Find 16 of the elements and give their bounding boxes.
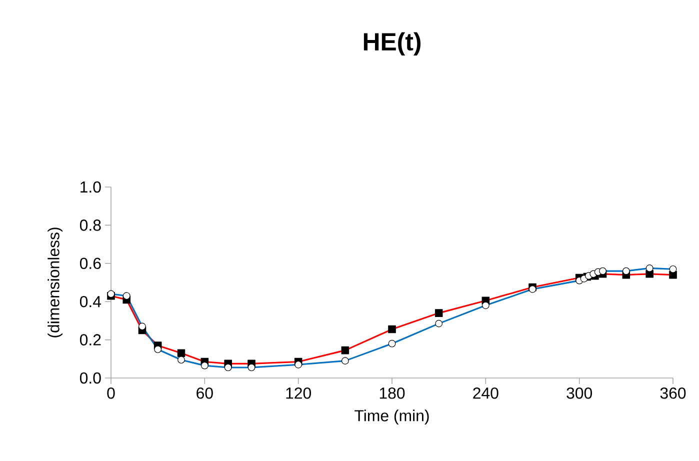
chart-title: HE(t) bbox=[364, 32, 420, 56]
y-tick-label: 0.8 bbox=[80, 220, 101, 231]
x-tick-label: 360 bbox=[660, 388, 686, 399]
y-tick-label: 1.0 bbox=[80, 181, 101, 193]
x-axis-title: Time (min) bbox=[354, 410, 429, 424]
x-tick-label: 120 bbox=[286, 388, 311, 399]
y-axis-title: (dimensionless) bbox=[48, 228, 62, 338]
y-tick-label: 0.6 bbox=[80, 258, 101, 270]
y-tick-label: 0.4 bbox=[80, 296, 102, 308]
y-tick-label: 0.2 bbox=[80, 334, 101, 346]
x-tick-label: 180 bbox=[380, 388, 405, 399]
y-tick-label: 0.0 bbox=[80, 372, 101, 384]
x-tick-label: 240 bbox=[473, 388, 498, 399]
x-tick-label: 300 bbox=[566, 388, 592, 399]
x-tick-label: 60 bbox=[196, 388, 213, 399]
x-tick-label: 0 bbox=[107, 388, 115, 399]
